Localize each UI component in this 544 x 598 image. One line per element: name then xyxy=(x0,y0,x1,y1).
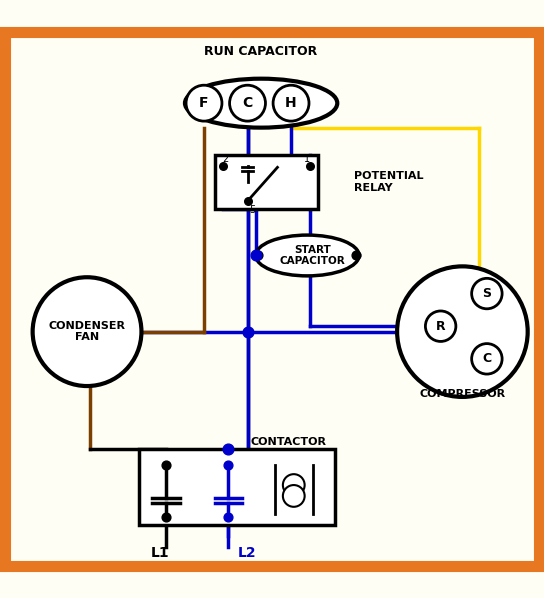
Text: 1: 1 xyxy=(304,154,311,164)
Circle shape xyxy=(33,277,141,386)
Text: 2: 2 xyxy=(222,154,229,164)
Point xyxy=(251,251,260,260)
Text: S: S xyxy=(483,287,491,300)
Circle shape xyxy=(186,85,222,121)
Bar xyxy=(215,155,318,209)
Point xyxy=(254,251,263,260)
Text: START
CAPACITOR: START CAPACITOR xyxy=(280,245,345,266)
Text: CONTACTOR: CONTACTOR xyxy=(250,437,326,447)
Circle shape xyxy=(425,311,456,341)
Ellipse shape xyxy=(185,79,337,127)
Text: L2: L2 xyxy=(238,546,257,560)
Ellipse shape xyxy=(256,235,359,276)
Text: CONDENSER
FAN: CONDENSER FAN xyxy=(48,321,126,343)
Text: COMPRESSOR: COMPRESSOR xyxy=(419,389,505,399)
Text: RUN CAPACITOR: RUN CAPACITOR xyxy=(205,45,318,58)
Point xyxy=(224,512,233,521)
Point xyxy=(162,460,170,469)
Point xyxy=(219,161,227,170)
Circle shape xyxy=(472,278,502,309)
Circle shape xyxy=(397,266,528,397)
Text: L1: L1 xyxy=(151,546,170,560)
Text: F: F xyxy=(199,96,209,110)
Point xyxy=(224,444,233,453)
Circle shape xyxy=(472,344,502,374)
Point xyxy=(306,161,314,170)
Text: H: H xyxy=(285,96,297,110)
Circle shape xyxy=(273,85,309,121)
Circle shape xyxy=(283,485,305,507)
Circle shape xyxy=(230,85,265,121)
Bar xyxy=(139,448,335,525)
Point xyxy=(162,512,170,521)
Circle shape xyxy=(283,474,305,496)
Text: R: R xyxy=(436,320,446,332)
Point xyxy=(352,251,361,260)
Point xyxy=(243,196,252,206)
Text: C: C xyxy=(483,352,491,365)
Text: 5: 5 xyxy=(249,205,255,215)
Text: C: C xyxy=(243,96,252,110)
Text: POTENTIAL
RELAY: POTENTIAL RELAY xyxy=(354,171,423,193)
Point xyxy=(243,327,252,337)
Point xyxy=(224,460,233,469)
